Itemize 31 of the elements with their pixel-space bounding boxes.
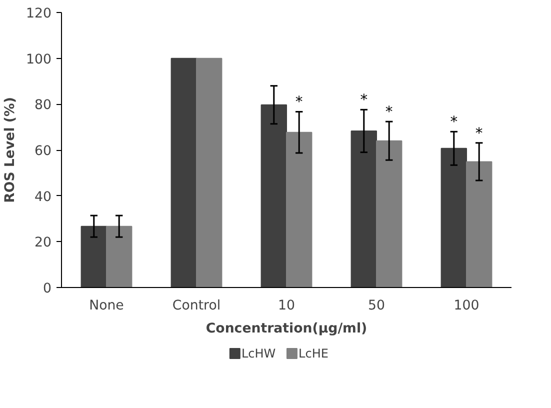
x-tick-label: 50 xyxy=(368,298,385,314)
bar xyxy=(350,130,377,288)
data-label: * xyxy=(385,104,393,121)
bar xyxy=(80,226,107,288)
y-tick-label: 40 xyxy=(34,190,52,205)
data-label: * xyxy=(450,114,458,131)
bar xyxy=(260,104,287,288)
x-axis-title: Concentration(μg/ml) xyxy=(206,322,368,336)
y-tick-label: 20 xyxy=(34,236,52,251)
bar xyxy=(376,140,402,288)
x-tick-label: 10 xyxy=(278,298,295,314)
y-tick-label: 60 xyxy=(34,144,52,159)
bar xyxy=(106,226,132,288)
data-label: * xyxy=(295,94,303,111)
y-tick-label: 120 xyxy=(26,6,52,22)
y-tick-label: 0 xyxy=(43,282,52,296)
bar xyxy=(466,161,492,288)
bar xyxy=(440,148,467,288)
x-tick-label: None xyxy=(89,298,124,314)
y-tick-label: 100 xyxy=(26,52,52,68)
x-tick-label: Control xyxy=(172,298,221,314)
data-label: * xyxy=(360,92,368,109)
y-axis-title: ROS Level (%) xyxy=(3,97,18,203)
x-tick-label: 100 xyxy=(454,298,480,314)
bar xyxy=(286,132,312,288)
data-label: * xyxy=(475,124,483,142)
y-tick-label: 80 xyxy=(34,98,52,114)
legend-label: LcHE xyxy=(298,346,328,360)
bar xyxy=(196,58,222,288)
bar xyxy=(170,58,197,288)
legend-label: LcHW xyxy=(241,346,276,360)
